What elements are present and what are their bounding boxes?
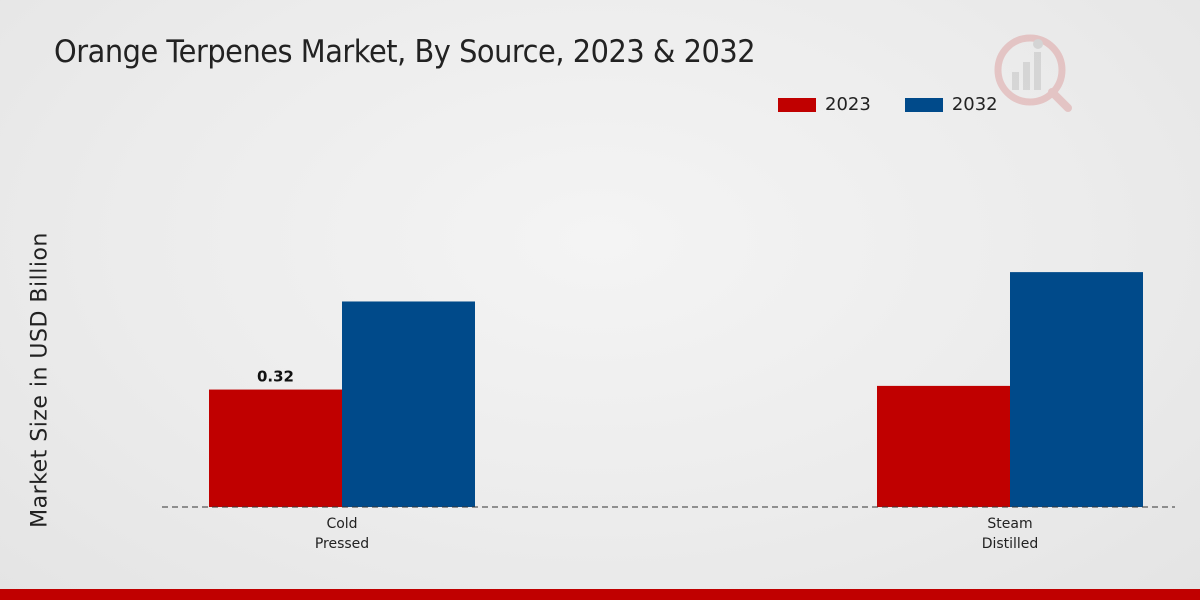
legend-swatch-2032: [904, 97, 943, 112]
legend-item-2023: 2023: [778, 94, 871, 115]
bar-2032-1: [1010, 272, 1143, 507]
x-tick-label-0: Cold Pressed: [315, 516, 369, 552]
legend-label-2032: 2032: [951, 94, 998, 115]
brand-logo-icon: [994, 34, 1072, 112]
legend-swatch-2023: [778, 97, 816, 112]
bars-layer: [209, 272, 1143, 507]
x-tick-label-1: Steam Distilled: [982, 516, 1039, 552]
bar-2032-0: [342, 301, 475, 507]
labels-layer: Cold Pressed Steam Distilled 0.32: [257, 368, 1038, 552]
bar-2023-1: [877, 385, 1010, 507]
footer-bar: [0, 589, 1200, 600]
legend-label-2023: 2023: [825, 94, 871, 115]
legend-item-2032: 2032: [904, 94, 998, 115]
chart-title: Orange Terpenes Market, By Source, 2023 …: [54, 34, 756, 70]
data-label-0: 0.32: [257, 368, 294, 386]
legend: 2023 2032: [778, 94, 1032, 115]
bar-2023-0: [209, 389, 342, 507]
